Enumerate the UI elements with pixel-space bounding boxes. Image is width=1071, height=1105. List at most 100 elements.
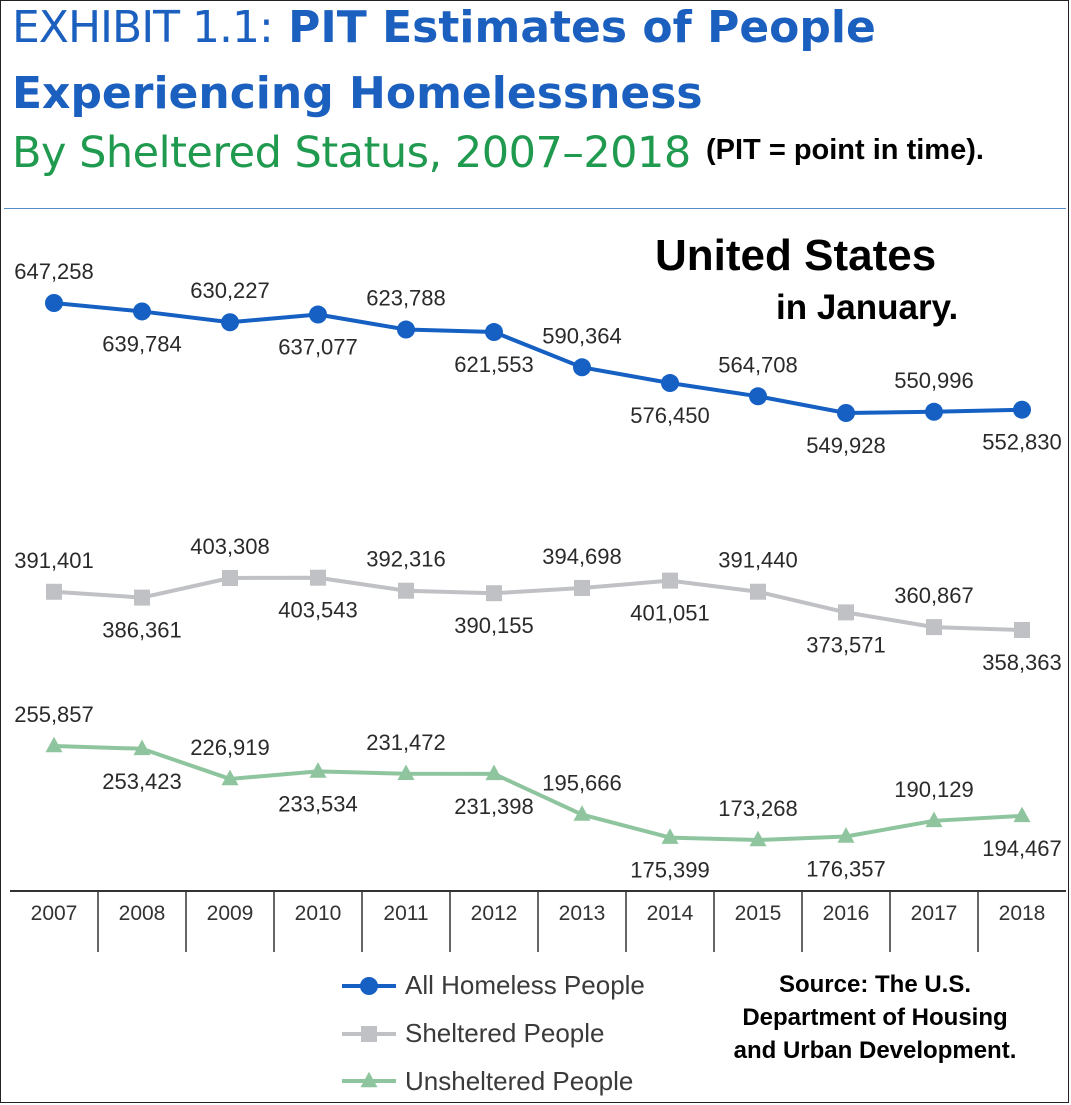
data-label-2-1: 253,423: [102, 769, 182, 794]
data-point-1-5: [486, 585, 502, 602]
x-tick-label-8: 2015: [735, 902, 782, 925]
data-label-1-2: 403,308: [190, 534, 270, 559]
chart-title-line-1: EXHIBIT 1.1: PIT Estimates of People: [12, 6, 876, 50]
data-point-0-6: [573, 358, 591, 377]
data-label-1-9: 373,571: [806, 632, 886, 657]
data-point-0-2: [221, 313, 239, 332]
data-point-2-7: [661, 828, 679, 844]
data-label-0-11: 552,830: [982, 430, 1062, 455]
data-label-2-2: 226,919: [190, 735, 270, 760]
x-tick-label-1: 2008: [119, 902, 166, 925]
data-label-2-3: 233,534: [278, 791, 358, 816]
chart-title-line-2: Experiencing Homelessness: [12, 68, 703, 119]
data-label-0-2: 630,227: [190, 278, 270, 303]
data-point-1-2: [222, 570, 238, 586]
data-point-0-0: [45, 294, 63, 312]
data-point-1-10: [926, 619, 942, 636]
data-point-2-2: [221, 769, 239, 786]
x-tick-label-2: 2009: [207, 902, 254, 925]
data-label-0-8: 564,708: [718, 352, 798, 377]
data-label-2-6: 195,666: [542, 771, 622, 796]
data-point-1-1: [134, 589, 150, 606]
data-label-1-3: 403,543: [278, 598, 358, 623]
data-point-2-11: [1013, 806, 1031, 823]
series-line-1: [53, 575, 1023, 632]
data-label-0-10: 550,996: [894, 368, 974, 393]
source-line-2: Department of Housing: [742, 1004, 1008, 1031]
data-label-2-0: 255,857: [14, 702, 94, 727]
data-point-1-0: [46, 583, 62, 600]
legend-marker-0: [360, 977, 378, 995]
data-label-0-0: 647,258: [14, 259, 94, 284]
data-label-1-11: 358,363: [982, 650, 1062, 675]
data-point-0-10: [925, 402, 943, 421]
legend-label-all: All Homeless People: [405, 970, 645, 1000]
data-point-1-8: [750, 583, 766, 600]
chart-title-main: PIT Estimates of People: [288, 2, 876, 53]
data-label-2-9: 176,357: [806, 856, 886, 881]
data-point-0-3: [309, 305, 327, 324]
legend-label-sheltered: Sheltered People: [405, 1018, 605, 1048]
data-point-0-5: [485, 323, 503, 342]
x-tick-label-4: 2011: [383, 902, 428, 925]
chart-subtitle: By Sheltered Status, 2007–2018: [12, 128, 691, 178]
data-point-2-6: [573, 805, 591, 821]
source-line-1: Source: The U.S.: [778, 971, 972, 998]
x-tick-label-3: 2010: [295, 902, 342, 925]
data-label-2-8: 173,268: [718, 796, 798, 821]
data-point-2-10: [925, 811, 943, 828]
data-label-2-7: 175,399: [630, 858, 710, 883]
x-tick-label-6: 2013: [559, 902, 606, 925]
header-divider: [4, 208, 1066, 209]
month-annotation: in January.: [776, 288, 959, 327]
data-point-1-11: [1014, 622, 1030, 638]
series-line-2: [53, 744, 1023, 842]
data-label-0-7: 576,450: [630, 403, 710, 428]
data-label-0-3: 637,077: [278, 335, 358, 360]
data-point-2-8: [749, 830, 767, 847]
data-label-1-0: 391,401: [14, 548, 94, 573]
region-annotation: United States: [655, 231, 937, 280]
data-point-2-1: [133, 739, 151, 756]
data-point-1-9: [838, 604, 854, 621]
source-note: Source: The U.S. Department of Housing a…: [690, 968, 1060, 1067]
pit-note: (PIT = point in time).: [706, 134, 984, 166]
data-label-1-7: 401,051: [630, 601, 710, 626]
data-label-1-5: 390,155: [454, 613, 534, 638]
data-point-2-3: [309, 762, 327, 778]
data-point-0-7: [661, 374, 679, 393]
data-point-0-1: [133, 302, 151, 321]
data-label-0-1: 639,784: [102, 331, 182, 356]
data-label-1-1: 386,361: [102, 618, 182, 643]
data-point-0-4: [397, 320, 415, 339]
data-label-0-6: 590,364: [542, 323, 622, 348]
data-point-1-6: [574, 579, 590, 596]
data-label-2-5: 231,398: [454, 794, 534, 819]
data-label-1-4: 392,316: [366, 547, 446, 572]
data-point-0-9: [837, 404, 855, 422]
data-point-1-4: [398, 582, 414, 599]
data-point-1-7: [662, 572, 678, 589]
legend-marker-1: [361, 1026, 377, 1042]
x-tick-label-9: 2016: [823, 902, 870, 925]
data-point-1-3: [310, 569, 326, 586]
data-label-2-4: 231,472: [366, 730, 446, 755]
x-tick-label-11: 2018: [999, 902, 1046, 925]
data-point-2-4: [397, 764, 415, 781]
data-point-2-5: [485, 764, 503, 781]
data-label-1-8: 391,440: [718, 548, 798, 573]
x-tick-label-7: 2014: [647, 902, 694, 925]
data-label-2-10: 190,129: [894, 777, 974, 802]
data-label-1-6: 394,698: [542, 544, 622, 569]
data-label-2-11: 194,467: [982, 836, 1062, 861]
data-point-0-8: [749, 387, 767, 406]
series-line-0: [53, 301, 1023, 415]
data-label-0-4: 623,788: [366, 286, 446, 311]
data-point-2-9: [837, 827, 855, 843]
exhibit-prefix: EXHIBIT 1.1:: [12, 2, 274, 53]
legend-label-unsheltered: Unsheltered People: [405, 1066, 634, 1096]
data-label-0-5: 621,553: [454, 352, 534, 377]
legend-marker-2: [360, 1071, 378, 1088]
